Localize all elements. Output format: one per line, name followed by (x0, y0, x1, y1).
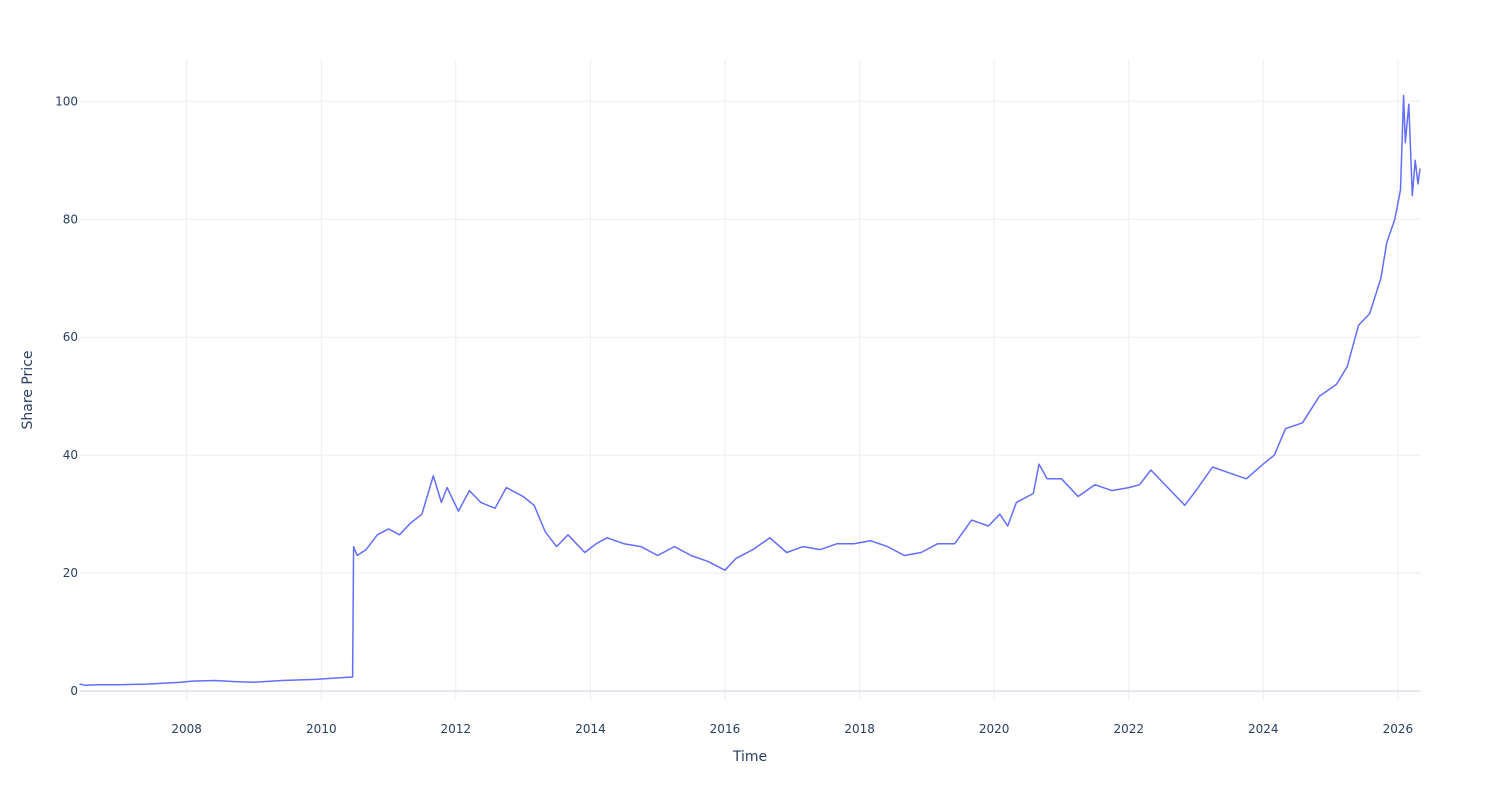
y-tick-label: 60 (63, 330, 78, 344)
x-tick-label: 2016 (710, 722, 741, 736)
x-tick-label: 2024 (1248, 722, 1279, 736)
y-axis-title: Share Price (20, 350, 36, 429)
x-tick-label: 2010 (306, 722, 337, 736)
x-tick-label: 2008 (171, 722, 202, 736)
x-tick-label: 2020 (979, 722, 1010, 736)
x-tick-label: 2026 (1383, 722, 1414, 736)
x-gridlines (186, 60, 1399, 700)
y-tick-label: 100 (55, 94, 78, 108)
x-tick-label: 2014 (575, 722, 606, 736)
y-tick-label: 80 (63, 212, 78, 226)
x-tick-label: 2012 (441, 722, 472, 736)
series-layer (79, 94, 1421, 687)
y-tick-label: 40 (63, 448, 78, 462)
y-gridlines (80, 100, 1420, 693)
x-tick-labels: 2008 2010 2012 2014 2016 2018 2020 2022 2024 2026 (171, 722, 1413, 736)
x-axis-title: Time (732, 749, 767, 765)
series-line-0 (79, 94, 1421, 687)
x-tick-label: 2022 (1113, 722, 1144, 736)
x-tick-label: 2018 (844, 722, 875, 736)
y-tick-labels: 0 20 40 60 80 100 (55, 94, 78, 698)
y-tick-label: 20 (63, 566, 78, 580)
y-tick-label: 0 (70, 684, 78, 698)
